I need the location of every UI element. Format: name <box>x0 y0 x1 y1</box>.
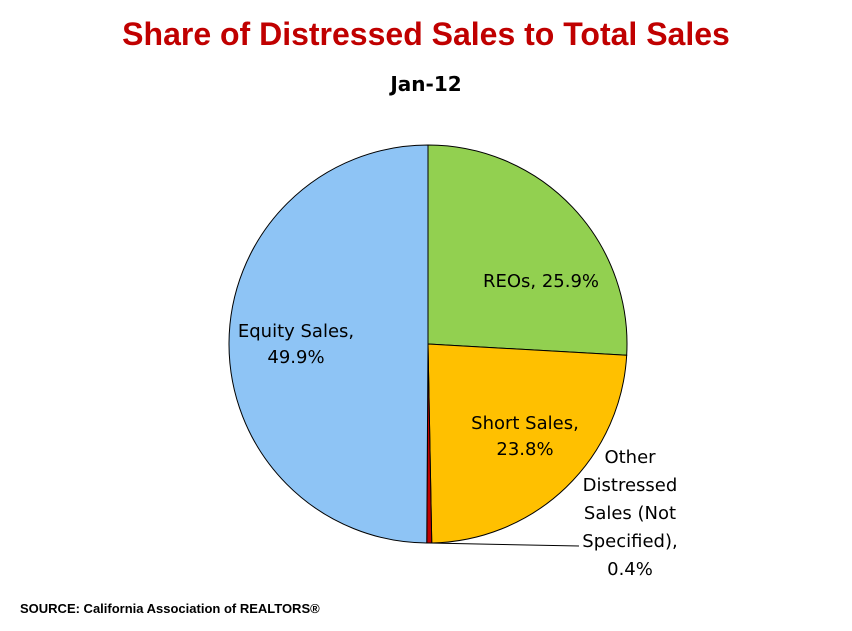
data-label-equity-sales: Equity Sales, 49.9% <box>238 321 354 368</box>
data-label-short-sales: Short Sales, 23.8% <box>471 413 579 460</box>
pie-labels: REOs, 25.9% Short Sales, 23.8% Other Distres… <box>238 271 678 580</box>
pie-slice-short-sales <box>427 343 628 544</box>
data-label-other-distressed-sales-not-specified: Other Distressed Sales (Not Specified), 0.4% <box>582 447 677 580</box>
leader-line-other-distressed-sales-not-specified <box>429 542 580 547</box>
pie-slice-equity-sales <box>228 144 429 544</box>
data-label-reos: REOs, 25.9% <box>483 271 599 292</box>
pie-slice-reos <box>427 144 628 356</box>
pie-slices <box>228 144 628 544</box>
source-note: SOURCE: California Association of REALTO… <box>20 601 320 616</box>
chart-title: Share of Distressed Sales to Total Sales <box>122 16 730 52</box>
chart-subtitle: Jan-12 <box>390 72 462 96</box>
